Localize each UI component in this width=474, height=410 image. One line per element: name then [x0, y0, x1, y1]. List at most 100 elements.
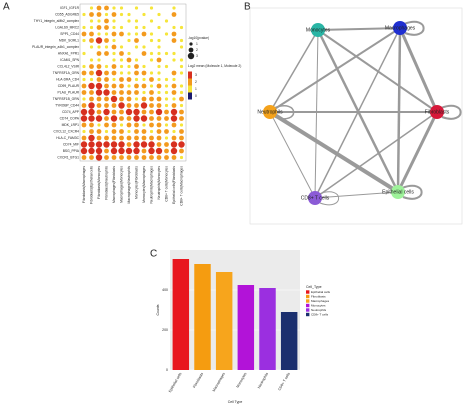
- dot: [111, 135, 117, 141]
- dot: [88, 115, 95, 122]
- edge: [314, 29, 319, 199]
- dot: [172, 129, 176, 134]
- dot: [110, 115, 118, 122]
- dot: [81, 31, 87, 37]
- dot: [119, 51, 124, 56]
- row-label: ICAM1_SPN: [60, 58, 79, 62]
- dot: [141, 31, 147, 37]
- column-label: Fibroblasts|Neutrophils: [104, 166, 108, 200]
- node: [391, 185, 405, 199]
- bar: [215, 272, 233, 370]
- dot: [104, 5, 109, 11]
- row-label: IGF1_IGF1R: [60, 6, 79, 10]
- dot: [97, 123, 101, 127]
- dot: [164, 90, 169, 95]
- dot: [95, 147, 103, 155]
- dot: [134, 155, 139, 160]
- dot: [104, 122, 109, 128]
- dot: [81, 83, 87, 89]
- dot: [119, 135, 124, 141]
- panel-label: A: [3, 2, 10, 13]
- dot: [134, 6, 139, 10]
- size-key-label: 3: [196, 54, 198, 58]
- dot: [171, 90, 177, 95]
- dot: [172, 97, 176, 101]
- dot: [89, 58, 94, 62]
- row-label: MDK_SORL1: [59, 38, 79, 42]
- dot: [104, 32, 109, 36]
- dot: [104, 96, 109, 102]
- dot: [89, 6, 94, 10]
- row-label: SPP1_CD44: [60, 32, 79, 36]
- dot: [81, 155, 87, 160]
- dot: [179, 25, 184, 30]
- self-loop: [403, 20, 425, 36]
- dot: [164, 64, 169, 69]
- panel-label: C: [150, 249, 157, 260]
- dot: [141, 135, 147, 141]
- dot: [134, 83, 139, 89]
- dot: [96, 12, 102, 17]
- dot: [89, 64, 94, 69]
- dot: [179, 109, 184, 115]
- legend-swatch: [306, 294, 310, 299]
- column-label: CD8+ T cells|Monocytes: [164, 166, 168, 202]
- dot: [141, 148, 147, 154]
- column-label: Neutrophils|Macrophages: [149, 166, 153, 204]
- legend-swatch: [306, 312, 310, 317]
- dot: [112, 6, 116, 10]
- dot: [134, 32, 139, 36]
- dot: [104, 103, 109, 108]
- node: [308, 191, 322, 205]
- dot: [164, 109, 169, 115]
- dot: [142, 77, 146, 82]
- dot: [81, 90, 87, 95]
- dot: [104, 83, 109, 89]
- dot: [171, 122, 177, 128]
- column-label: Fibroblasts|Macrophages: [82, 166, 86, 203]
- legend-label: CD8+ T cells: [311, 312, 329, 316]
- dot: [95, 89, 103, 96]
- node: [430, 105, 444, 119]
- dot: [156, 155, 162, 160]
- dot: [95, 82, 103, 90]
- dot: [96, 103, 102, 108]
- dot: [171, 155, 177, 160]
- dot: [104, 70, 109, 76]
- dot: [126, 135, 132, 141]
- dot: [134, 64, 139, 69]
- dot: [142, 64, 146, 69]
- dot: [111, 31, 117, 37]
- row-label: TYROBP_CD44: [55, 103, 79, 107]
- dot: [141, 70, 147, 76]
- self-loop: [318, 191, 340, 206]
- dot: [156, 116, 162, 121]
- dot: [179, 116, 184, 121]
- color-key-label: 1: [195, 87, 197, 91]
- dot: [156, 122, 162, 128]
- dot: [126, 142, 132, 147]
- dot: [178, 141, 185, 148]
- dot: [80, 108, 88, 116]
- dot: [103, 141, 110, 148]
- dot: [140, 102, 148, 109]
- dot: [156, 103, 162, 108]
- column-label: Epithelial cells|Fibroblasts: [172, 166, 176, 204]
- dot: [112, 25, 116, 30]
- dot: [119, 109, 124, 115]
- dot: [88, 102, 95, 109]
- dot: [111, 90, 117, 95]
- dot: [81, 70, 87, 76]
- x-tick-label: CD8+ T cells: [277, 372, 291, 392]
- dot: [172, 25, 176, 30]
- dot: [88, 141, 95, 148]
- dot: [172, 77, 176, 82]
- dot: [82, 38, 86, 43]
- color-key: [188, 78, 192, 86]
- row-label: TNFRSF1B_GRN: [53, 97, 80, 101]
- dot: [170, 147, 178, 155]
- network-frame: [249, 7, 463, 225]
- dot: [112, 19, 116, 23]
- bar: [237, 285, 255, 370]
- dot: [141, 51, 147, 56]
